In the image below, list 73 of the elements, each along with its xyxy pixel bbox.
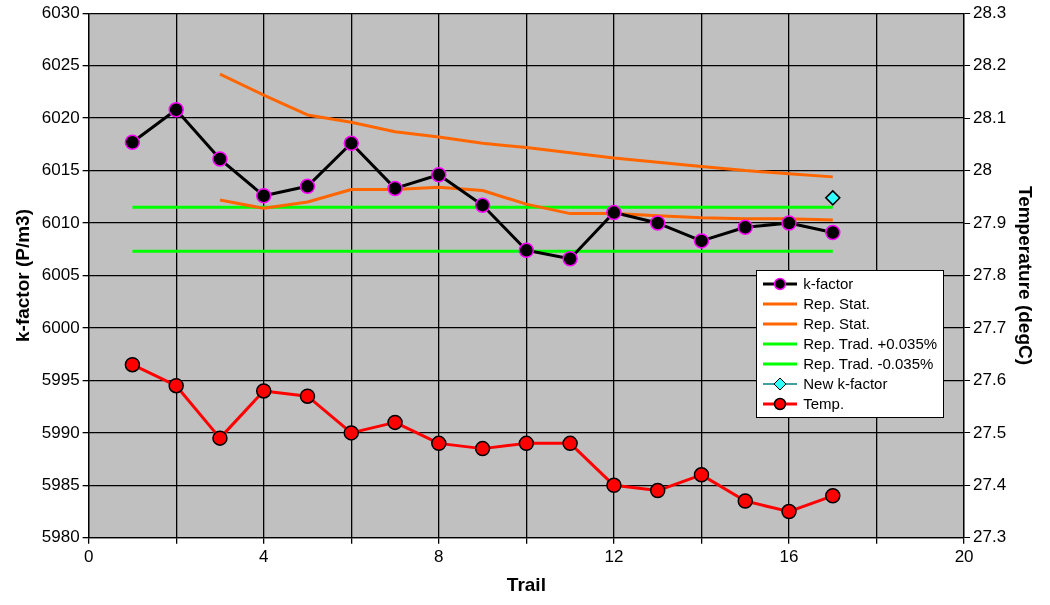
- point: [737, 493, 753, 509]
- x-tick-label: 4: [258, 546, 269, 566]
- point: [737, 219, 753, 235]
- point: [299, 178, 316, 195]
- x-tick-label: 0: [83, 546, 94, 566]
- x-tick-label: 8: [434, 546, 444, 566]
- point: [781, 215, 797, 231]
- point: [343, 135, 360, 152]
- point: [255, 188, 272, 204]
- y2-tick-label: 28.1: [973, 107, 1007, 127]
- x-tick-label: 12: [604, 546, 624, 566]
- point: [474, 440, 491, 457]
- point: [781, 503, 797, 520]
- y-tick-label: 6005: [41, 265, 80, 285]
- y2-tick-label: 28.2: [973, 55, 1007, 75]
- point: [212, 430, 228, 446]
- y-tick-label: 6020: [41, 107, 80, 127]
- y-tick-label: 5980: [41, 527, 80, 547]
- y2-tick-label: 27.7: [973, 317, 1007, 337]
- point: [431, 167, 447, 183]
- y2-tick-label: 27.8: [973, 265, 1007, 285]
- point: [649, 482, 666, 499]
- point: [518, 242, 535, 259]
- y-tick-label: 5985: [41, 475, 80, 495]
- point: [124, 356, 141, 373]
- y-tick-label: 5995: [41, 370, 80, 390]
- y-tick-label: 6010: [41, 212, 80, 232]
- point: [693, 467, 710, 483]
- point: [168, 101, 184, 118]
- y2-axis-title: Temperature (degC): [1015, 185, 1037, 366]
- point: [168, 377, 184, 394]
- y2-tick-label: 27.9: [973, 212, 1007, 232]
- y2-tick-label: 27.3: [973, 527, 1007, 547]
- point: [299, 388, 316, 404]
- y-axis-title: k-factor (P/m3): [11, 208, 33, 343]
- legend-label: Temp.: [803, 393, 845, 414]
- y-tick-label: 5990: [41, 422, 80, 442]
- point: [343, 425, 360, 441]
- point: [124, 134, 141, 150]
- y-tick-label: 6000: [41, 317, 80, 337]
- point: [387, 180, 403, 197]
- point: [562, 250, 578, 267]
- legend-label: k-factor: [803, 273, 854, 294]
- y-tick-label: 6030: [41, 2, 80, 22]
- x-tick-label: 16: [779, 546, 799, 566]
- point: [518, 435, 535, 452]
- point: [693, 233, 710, 249]
- y-tick-label: 6015: [41, 160, 80, 180]
- point: [212, 151, 228, 167]
- point: [825, 190, 841, 206]
- point: [606, 204, 622, 221]
- legend-label: New k-factor: [803, 373, 888, 394]
- point: [387, 414, 403, 431]
- y2-tick-label: 28: [973, 160, 993, 180]
- x-axis-title: Trail: [506, 573, 546, 595]
- y2-tick-label: 27.4: [973, 475, 1007, 495]
- legend-label: Rep. Trad. +0.035%: [803, 333, 938, 354]
- y2-tick-label: 28.3: [973, 2, 1007, 22]
- point: [431, 435, 447, 452]
- y2-tick-label: 27.6: [973, 370, 1007, 390]
- point: [825, 488, 841, 504]
- legend-label: Rep. Stat.: [803, 293, 870, 314]
- y2-tick-label: 27.5: [973, 422, 1007, 442]
- point: [562, 435, 578, 452]
- point: [825, 224, 841, 241]
- point: [606, 477, 622, 494]
- point: [255, 383, 272, 399]
- legend-label: Rep. Trad. -0.035%: [803, 353, 934, 374]
- y-tick-label: 6025: [41, 55, 80, 75]
- x-tick-label: 20: [954, 546, 974, 566]
- point: [649, 215, 666, 231]
- legend-label: Rep. Stat.: [803, 313, 870, 334]
- point: [474, 197, 491, 213]
